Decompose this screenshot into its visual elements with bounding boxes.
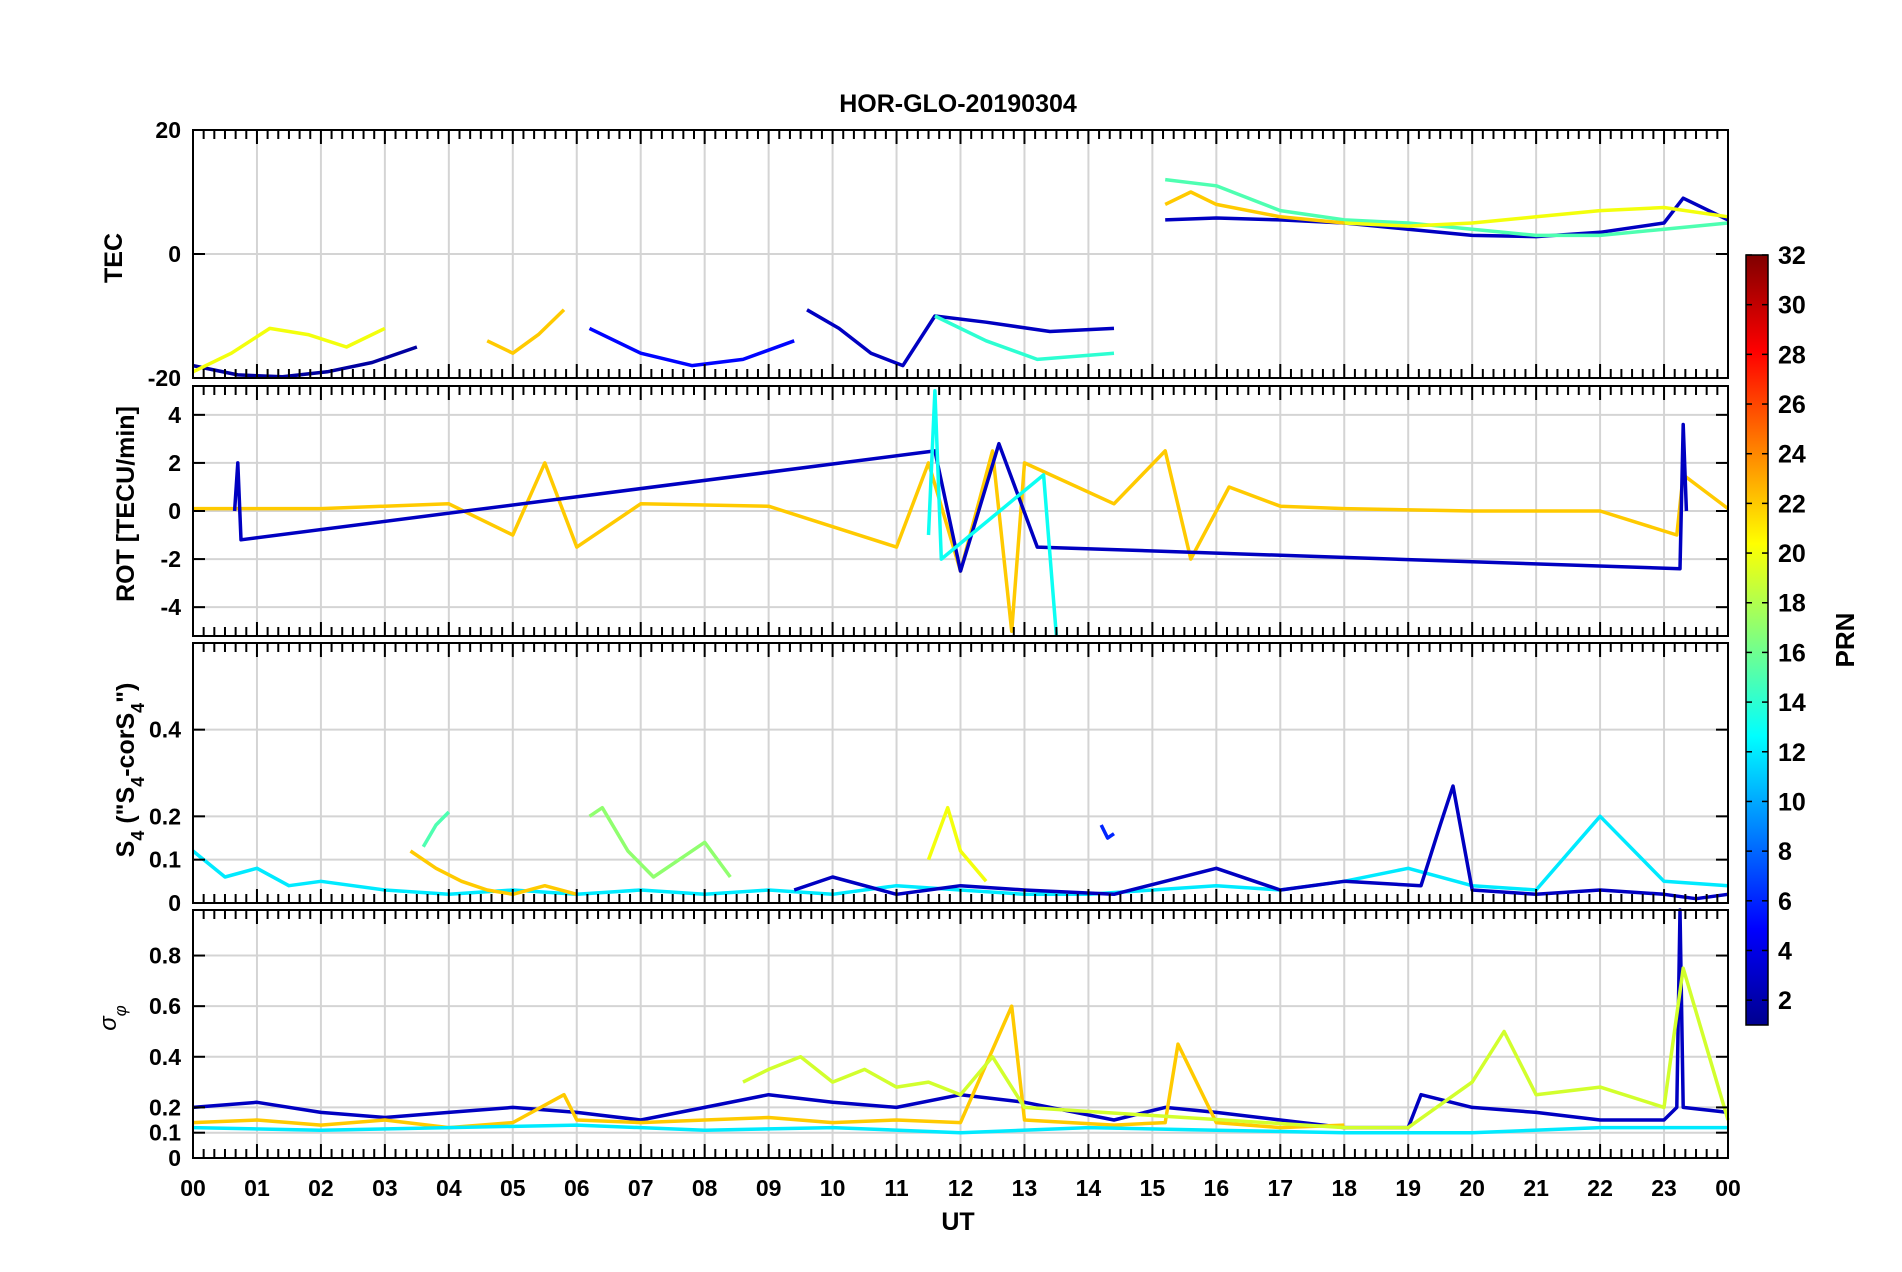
series-line-prn-2 (192, 345, 418, 379)
x-tick-label: 21 (1523, 1175, 1549, 1201)
colorbar-tick-label: 12 (1778, 739, 1806, 767)
x-tick-label: 18 (1331, 1175, 1357, 1201)
colorbar-tick-label: 32 (1778, 242, 1806, 270)
ylabel-rot: ROT [TECU/min] (112, 406, 140, 602)
series-line-prn-15 (421, 810, 451, 848)
y-tick-label: 0 (168, 890, 181, 916)
x-tick-labels: 00 01 02 03 04 05 06 07 08 09 10 11 12 13 14 15 16 17 18 19… (180, 1175, 1741, 1201)
series-line-prn-20 (926, 805, 988, 883)
colorbar-tick-label: 6 (1778, 888, 1792, 916)
y-tick-label: 0.2 (149, 803, 181, 829)
colorbar-tick-label: 10 (1778, 788, 1806, 816)
series-line-prn-19 (742, 966, 1730, 1130)
panel-tec: -20 0 20 (148, 117, 1729, 391)
x-tick-label: 09 (756, 1175, 782, 1201)
colorbar-tick-label: 16 (1778, 639, 1806, 667)
y-tick-label: 2 (168, 450, 181, 476)
y-tick-label: -2 (161, 546, 181, 572)
colorbar-tick-label: 8 (1778, 838, 1792, 866)
series-line-prn-22 (193, 449, 1730, 633)
series-line-prn-5 (588, 326, 795, 368)
colorbar-tick-label: 4 (1778, 937, 1792, 965)
y-tick-label: 0.6 (149, 993, 181, 1019)
ylabel-tec: TEC (100, 233, 128, 283)
colorbar-gradient (1745, 254, 1769, 1026)
colorbar-tick-label: 28 (1778, 341, 1806, 369)
x-tick-label: 04 (436, 1175, 462, 1201)
x-tick-label: 19 (1395, 1175, 1421, 1201)
series-line-prn-14 (934, 314, 1115, 362)
colorbar-tick-label: 18 (1778, 590, 1806, 618)
series-line-prn-12 (191, 814, 1729, 897)
series-line-prn-3 (232, 422, 1689, 573)
x-tick-label: 00 (1715, 1175, 1741, 1201)
y-tick-label: -4 (161, 594, 182, 620)
x-tick-label: 17 (1267, 1175, 1293, 1201)
x-tick-label: 11 (884, 1175, 909, 1201)
colorbar-label: PRN (1830, 613, 1860, 668)
series-line-prn-20 (192, 326, 386, 374)
panel-s4: 0 0.1 0.2 0.4 (149, 642, 1729, 916)
y-tick-label: -20 (148, 365, 181, 391)
series-line-prn-6 (1099, 824, 1115, 840)
x-tick-label: 03 (372, 1175, 398, 1201)
y-tick-label: 0.1 (149, 847, 181, 873)
x-tick-label: 07 (628, 1175, 654, 1201)
x-tick-label: 13 (1012, 1175, 1038, 1201)
xlabel: UT (941, 1208, 974, 1236)
series-line-prn-22 (1164, 190, 1345, 225)
y-tick-label: 4 (168, 402, 181, 428)
y-tick-label: 0.2 (149, 1094, 181, 1120)
panel-rot: -4 -2 0 2 4 (161, 385, 1730, 637)
y-tick-label: 0 (168, 1145, 181, 1171)
y-tick-label: 0.4 (149, 1044, 181, 1070)
series-line-prn-13 (926, 389, 1059, 637)
colorbar-tick-label: 2 (1778, 987, 1792, 1015)
y-tick-label: 0.4 (149, 717, 181, 743)
y-tick-label: 0 (168, 241, 181, 267)
series-line-prn-3 (806, 308, 1115, 368)
series-line-prn-22 (486, 308, 566, 355)
colorbar-tick-label: 22 (1778, 490, 1806, 518)
figure-title: HOR-GLO-20190304 (839, 90, 1077, 118)
x-tick-label: 12 (948, 1175, 974, 1201)
colorbar-tick-label: 30 (1778, 292, 1806, 320)
panel-sigma-phi: 00.10.2 0.4 0.6 0.8 (149, 908, 1730, 1171)
colorbar-tick-label: 26 (1778, 391, 1806, 419)
series-line-prn-17 (588, 805, 732, 879)
series-line-prn-22 (409, 849, 578, 897)
x-tick-label: 10 (820, 1175, 846, 1201)
x-tick-label: 16 (1204, 1175, 1230, 1201)
y-tick-label: 20 (155, 117, 181, 143)
x-tick-label: 08 (692, 1175, 718, 1201)
y-tick-label: 0.8 (149, 943, 181, 969)
x-tick-label: 02 (308, 1175, 334, 1201)
colorbar-tick-label: 14 (1778, 689, 1806, 717)
x-tick-label: 15 (1140, 1175, 1166, 1201)
colorbar-tick-label: 20 (1778, 540, 1806, 568)
series-line-prn-3 (192, 908, 1729, 1130)
x-tick-label: 00 (180, 1175, 206, 1201)
x-tick-label: 23 (1651, 1175, 1677, 1201)
x-tick-label: 22 (1587, 1175, 1613, 1201)
x-tick-label: 05 (500, 1175, 526, 1201)
x-tick-label: 01 (244, 1175, 270, 1201)
y-tick-label: 0 (168, 498, 181, 524)
x-tick-label: 14 (1076, 1175, 1102, 1201)
x-tick-label: 06 (564, 1175, 590, 1201)
y-tick-label: 0.1 (149, 1120, 181, 1146)
x-tick-label: 20 (1459, 1175, 1485, 1201)
series-line-prn-20 (1344, 205, 1729, 228)
colorbar-tick-label: 24 (1778, 441, 1806, 469)
series-line-prn-22 (192, 1004, 1345, 1130)
series-line-prn-3 (1165, 196, 1729, 239)
series-line-prn-12 (192, 1123, 1728, 1135)
